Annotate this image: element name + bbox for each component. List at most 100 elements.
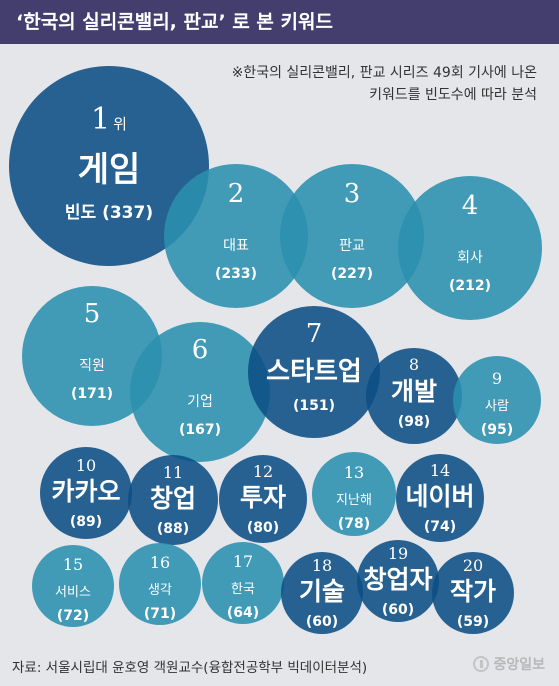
bubble-frequency-18: (60) (306, 614, 338, 630)
bubble-keyword-13: 지난해 (336, 493, 372, 508)
bubble-12: 12 투자 (80) (219, 455, 307, 543)
bubble-circle-10 (40, 447, 132, 539)
bubble-keyword-20: 작가 (450, 577, 496, 606)
bubble-6: 6 기업 (167) (130, 322, 270, 462)
bubble-keyword-5: 직원 (79, 358, 105, 374)
publisher-logo: 중앙일보 (473, 654, 545, 674)
bubble-frequency-8: (98) (398, 414, 430, 430)
bubble-circle-7 (248, 306, 380, 438)
bubble-20: 20 작가 (59) (432, 552, 514, 634)
bubble-keyword-9: 사람 (485, 399, 509, 414)
bubble-keyword-8: 개발 (391, 377, 437, 406)
bubble-frequency-5: (171) (71, 386, 113, 402)
bubble-rank-suffix: 위 (113, 115, 127, 133)
bubble-keyword-16: 생각 (148, 583, 172, 598)
publisher-logo-icon (473, 656, 490, 672)
bubble-frequency-6: (167) (179, 422, 221, 438)
bubble-frequency-4: (212) (449, 278, 491, 294)
bubble-frequency-16: (71) (144, 606, 176, 622)
bubble-circle-2 (164, 164, 308, 308)
bubble-16: 16 생각 (71) (119, 543, 201, 625)
chart-title: ‘한국의 실리콘밸리, 판교’ 로 본 키워드 (0, 0, 559, 44)
publisher-logo-text: 중앙일보 (493, 657, 545, 673)
bubble-rank-12: 12 (253, 462, 273, 481)
bubble-circle-4 (398, 176, 542, 320)
bubble-frequency-17: (64) (227, 605, 259, 621)
bubble-keyword-2: 대표 (223, 238, 249, 254)
bubble-circle-18 (281, 552, 363, 634)
bubble-7: 7 스타트업 (151) (248, 306, 380, 438)
bubble-frequency-15: (72) (57, 608, 89, 624)
bubble-rank-10: 10 (76, 456, 96, 475)
bubble-circle-5 (22, 286, 162, 426)
bubble-17: 17 한국 (64) (202, 542, 284, 624)
bubble-rank-14: 14 (430, 461, 450, 480)
bubble-keyword-10: 카카오 (51, 477, 120, 506)
bubble-3: 3 판교 (227) (280, 164, 424, 308)
bubble-rank-2: 2 (228, 179, 245, 209)
bubble-rank-9: 9 (492, 369, 502, 388)
bubble-frequency-3: (227) (331, 266, 373, 282)
bubble-frequency-11: (88) (157, 521, 189, 537)
bubble-frequency-14: (74) (424, 519, 456, 535)
bubble-rank-8: 8 (409, 355, 419, 374)
bubble-rank-5: 5 (84, 299, 101, 329)
note-line-2: 키워드를 빈도수에 따라 분석 (369, 87, 537, 103)
bubble-circle-3 (280, 164, 424, 308)
bubble-keyword-3: 판교 (339, 238, 365, 254)
bubble-rank-4: 4 (462, 191, 479, 221)
bubble-keyword-14: 네이버 (405, 482, 474, 511)
bubble-15: 15 서비스 (72) (32, 545, 114, 627)
bubble-frequency-2: (233) (215, 266, 257, 282)
bubble-rank-17: 17 (233, 552, 253, 571)
bubble-circle-6 (130, 322, 270, 462)
bubble-rank-6: 6 (192, 335, 209, 365)
bubble-frequency-12: (80) (247, 520, 279, 536)
bubble-rank-11: 11 (163, 463, 183, 482)
bubble-rank-16: 16 (150, 553, 170, 572)
bubble-keyword-4: 회사 (457, 250, 483, 266)
bubble-8: 8 개발 (98) (366, 348, 462, 444)
bubble-circle-20 (432, 552, 514, 634)
bubble-keyword-11: 창업 (150, 484, 196, 513)
bubble-circle-13 (312, 452, 396, 536)
bubble-frequency-7: (151) (293, 398, 335, 414)
bubble-keyword-12: 투자 (240, 483, 286, 512)
bubble-13: 13 지난해 (78) (312, 452, 396, 536)
bubble-rank-18: 18 (312, 556, 332, 575)
bubble-2: 2 대표 (233) (164, 164, 308, 308)
bubble-frequency-9: (95) (481, 422, 513, 438)
bubble-keyword-6: 기업 (187, 394, 213, 410)
bubble-rank-19: 19 (388, 544, 408, 563)
note-line-1: ※한국의 실리콘밸리, 판교 시리즈 49회 기사에 나온 (231, 65, 537, 81)
bubble-circle-1 (9, 66, 209, 266)
bubble-keyword-7: 스타트업 (266, 357, 362, 387)
bubble-keyword-15: 서비스 (55, 585, 91, 600)
bubble-frequency-20: (59) (457, 614, 489, 630)
bubble-keyword-1: 게임 (78, 150, 141, 190)
bubble-9: 9 사람 (95) (453, 356, 541, 444)
bubble-18: 18 기술 (60) (281, 552, 363, 634)
bubble-circle-11 (128, 455, 218, 545)
bubble-frequency-1: 빈도 (337) (65, 203, 153, 223)
bubble-4: 4 회사 (212) (398, 176, 542, 320)
bubble-circle-8 (366, 348, 462, 444)
bubble-frequency-13: (78) (338, 516, 370, 532)
bubble-keyword-17: 한국 (231, 582, 255, 597)
bubble-14: 14 네이버 (74) (396, 454, 484, 542)
bubble-rank-20: 20 (463, 556, 483, 575)
bubble-rank-3: 3 (344, 179, 361, 209)
bubble-circle-9 (453, 356, 541, 444)
bubble-frequency-10: (89) (70, 514, 102, 530)
bubble-circle-15 (32, 545, 114, 627)
bubble-circle-16 (119, 543, 201, 625)
bubble-circle-19 (357, 540, 439, 622)
bubble-keyword-18: 기술 (299, 577, 345, 606)
bubble-frequency-19: (60) (382, 602, 414, 618)
bubble-circle-14 (396, 454, 484, 542)
bubble-5: 5 직원 (171) (22, 286, 162, 426)
bubble-rank-15: 15 (63, 555, 83, 574)
bubble-11: 11 창업 (88) (128, 455, 218, 545)
